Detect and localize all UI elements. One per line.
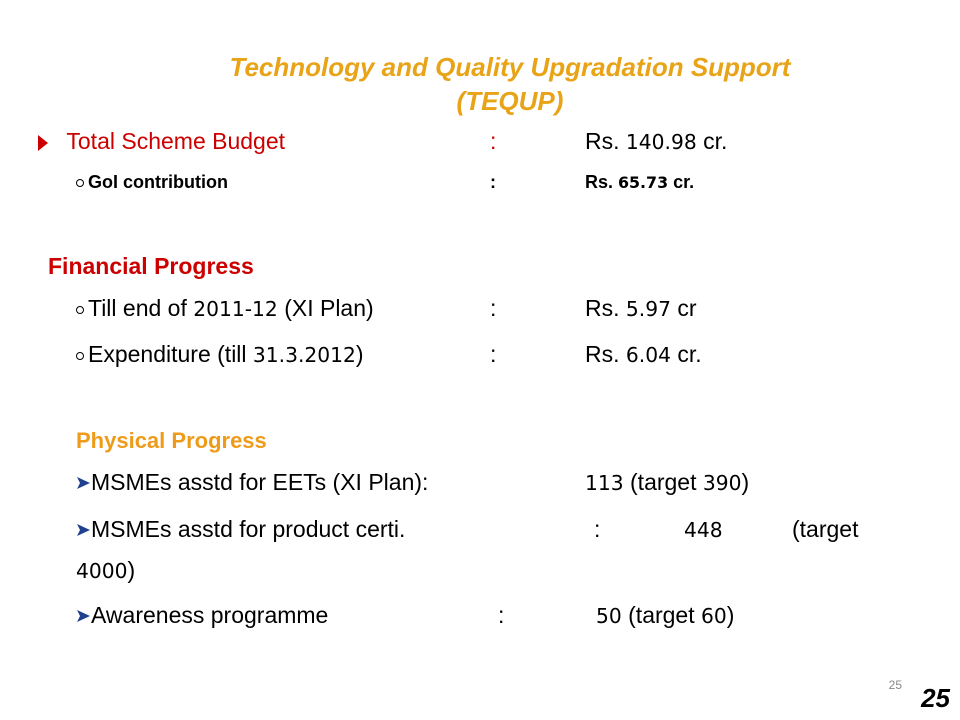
phys3-target: 60 [701, 604, 727, 628]
fin1-amount: 5.97 [625, 297, 671, 321]
fin1-pre: Till end of [88, 295, 194, 321]
phys1-label: MSMEs asstd for EETs (XI Plan): [91, 469, 429, 495]
fin2-num: 31.3.2012 [252, 343, 356, 367]
phys3-target-pre: (target [621, 602, 702, 628]
gol-rs: Rs. [585, 172, 619, 192]
fin1-num: 2011-12 [193, 297, 278, 321]
gol-row: GoI contribution [76, 172, 228, 193]
page-number-small: 25 [888, 678, 902, 692]
title-line-1: Technology and Quality Upgradation Suppo… [229, 52, 791, 82]
circle-bullet-icon [76, 179, 84, 188]
fin1-unit: cr [670, 295, 697, 321]
phys2-value-num: 448 [684, 518, 723, 542]
gol-value: Rs. 65.73 cr. [585, 172, 694, 193]
budget-rs: Rs. [585, 128, 626, 154]
phys2-target-pre: (target [792, 516, 859, 542]
phys1-value-num: 113 [585, 471, 624, 495]
fin2-amount: 6.04 [625, 343, 671, 367]
fin2-colon: : [490, 341, 497, 367]
phys3-colon: : [498, 602, 505, 628]
physical-heading: Physical Progress [76, 428, 267, 453]
phys2-colon: : [594, 516, 601, 542]
financial-item-1: Till end of 2011-12 (XI Plan) [76, 295, 374, 322]
physical-item-3: Awareness programme [76, 602, 328, 629]
phys2-label: MSMEs asstd for product certi. [91, 516, 406, 542]
gol-unit: cr. [668, 172, 695, 192]
fin2-pre: Expenditure (till [88, 341, 253, 367]
fin2-rs: Rs. [585, 341, 626, 367]
phys2-target-wrap: 4000) [76, 557, 135, 584]
gol-colon: : [490, 172, 496, 192]
phys3-value: 50 (target 60) [596, 602, 734, 629]
fin2-post: ) [355, 341, 364, 367]
fin1-value: Rs. 5.97 cr [585, 295, 697, 322]
circle-bullet-icon [76, 351, 84, 360]
phys3-label: Awareness programme [91, 602, 329, 628]
arrow-bullet-icon [77, 477, 90, 489]
total-budget-row: Total Scheme Budget [38, 128, 285, 155]
gol-amount: 65.73 [618, 173, 669, 192]
budget-value: Rs. 140.98 cr. [585, 128, 727, 155]
budget-label: Total Scheme Budget [66, 128, 286, 154]
phys2-target-post: ) [127, 557, 136, 583]
fin1-post: (XI Plan) [277, 295, 374, 321]
phys2-value: 448 [684, 516, 723, 543]
fin1-rs: Rs. [585, 295, 626, 321]
fin2-value: Rs. 6.04 cr. [585, 341, 702, 368]
budget-amount: 140.98 [625, 130, 697, 154]
title-line-2: (TEQUP) [456, 86, 564, 116]
phys2-target: 4000 [76, 559, 128, 583]
phys1-target: 390 [702, 471, 742, 495]
financial-item-2: Expenditure (till 31.3.2012) [76, 341, 364, 368]
arrow-bullet-icon [77, 524, 90, 536]
financial-heading: Financial Progress [48, 253, 254, 279]
arrow-bullet-icon [77, 610, 90, 622]
fin2-unit: cr. [670, 341, 702, 367]
phys1-target-pre: (target [623, 469, 703, 495]
page-number: 25 [921, 683, 950, 713]
phys3-value-num: 50 [596, 604, 622, 628]
budget-unit: cr. [696, 128, 728, 154]
budget-colon: : [490, 128, 497, 154]
slide-title: Technology and Quality Upgradation Suppo… [0, 50, 960, 118]
physical-item-1: MSMEs asstd for EETs (XI Plan): [76, 469, 428, 496]
triangle-bullet-icon [38, 134, 48, 151]
physical-item-2: MSMEs asstd for product certi. [76, 516, 405, 543]
fin1-colon: : [490, 295, 497, 321]
phys1-target-post: ) [741, 469, 750, 495]
circle-bullet-icon [76, 305, 84, 314]
phys3-target-post: ) [726, 602, 735, 628]
phys1-value: 113 (target 390) [585, 469, 749, 496]
gol-label: GoI contribution [88, 172, 228, 192]
